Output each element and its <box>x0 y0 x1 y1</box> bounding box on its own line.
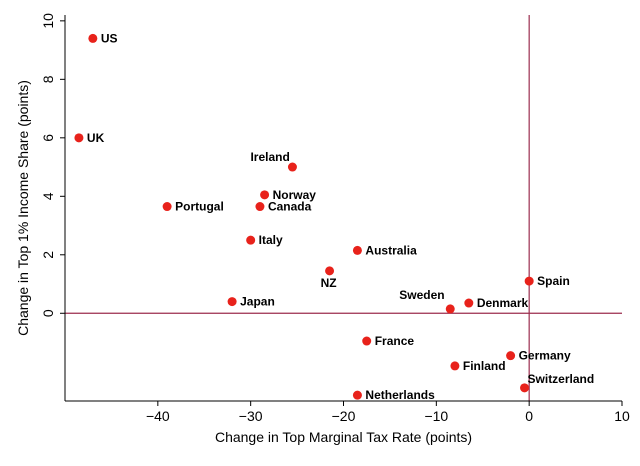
point-marker <box>506 351 516 361</box>
data-point: Italy <box>246 233 283 247</box>
point-label: US <box>101 31 118 45</box>
x-tick-label: −30 <box>239 408 263 424</box>
point-marker <box>464 298 474 308</box>
point-marker <box>325 266 335 276</box>
data-point: NZ <box>321 266 337 290</box>
point-label: Australia <box>365 243 417 257</box>
axes: −40 −30 −20 −10 0 10 0 2 4 6 8 10 <box>40 13 630 424</box>
y-tick-label: 8 <box>40 75 56 83</box>
data-point: UK <box>74 131 105 145</box>
x-tick-label: −10 <box>424 408 448 424</box>
data-point: US <box>88 31 118 45</box>
y-tick-label: 6 <box>40 134 56 142</box>
point-marker <box>255 202 265 212</box>
y-tick-label: 2 <box>40 251 56 259</box>
point-label: Portugal <box>175 200 224 214</box>
point-label: Italy <box>259 233 283 247</box>
point-label: Switzerland <box>528 372 595 386</box>
point-label: Japan <box>240 295 275 309</box>
y-tick-label: 0 <box>40 309 56 317</box>
point-label: France <box>375 334 415 348</box>
point-marker <box>352 390 362 400</box>
y-axis-title: Change in Top 1% Income Share (points) <box>15 80 31 336</box>
point-label: Norway <box>273 188 317 202</box>
x-tick-label: 10 <box>614 408 630 424</box>
point-label: Finland <box>463 359 506 373</box>
point-marker <box>450 361 460 371</box>
data-point: Portugal <box>162 200 224 214</box>
point-marker <box>445 304 455 314</box>
data-point: Finland <box>450 359 506 373</box>
data-point: Netherlands <box>352 388 435 402</box>
point-label: UK <box>87 131 105 145</box>
data-point: Denmark <box>464 296 529 310</box>
point-label: Canada <box>268 200 312 214</box>
data-point: Japan <box>227 295 275 309</box>
data-point: Australia <box>352 243 417 257</box>
x-tick-label: −20 <box>332 408 356 424</box>
point-marker <box>520 383 530 393</box>
reference-lines <box>65 15 622 401</box>
point-marker <box>287 162 297 172</box>
point-marker <box>88 33 98 43</box>
point-marker <box>227 297 237 307</box>
point-label: Sweden <box>399 288 444 302</box>
data-point: Spain <box>524 274 570 288</box>
point-label: Spain <box>537 274 570 288</box>
point-marker <box>362 336 372 346</box>
point-label: Ireland <box>250 150 289 164</box>
point-marker <box>74 133 84 143</box>
data-point: Canada <box>255 200 312 214</box>
point-marker <box>260 190 270 200</box>
x-tick-label: −40 <box>146 408 170 424</box>
x-tick-label: 0 <box>525 408 533 424</box>
point-label: NZ <box>321 276 337 290</box>
data-point: Ireland <box>250 150 297 172</box>
data-point: Sweden <box>399 288 455 314</box>
y-tick-label: 4 <box>40 192 56 200</box>
point-marker <box>524 276 534 286</box>
data-point: Germany <box>506 349 571 363</box>
x-axis-title: Change in Top Marginal Tax Rate (points) <box>215 429 472 445</box>
point-marker <box>352 245 362 255</box>
data-point: France <box>362 334 414 348</box>
y-tick-label: 10 <box>40 13 56 29</box>
point-marker <box>246 235 256 245</box>
point-label: Denmark <box>477 296 529 310</box>
point-marker <box>162 202 172 212</box>
data-point: Switzerland <box>520 372 594 393</box>
data-point: Norway <box>260 188 316 202</box>
point-label: Germany <box>519 349 571 363</box>
point-label: Netherlands <box>365 388 435 402</box>
